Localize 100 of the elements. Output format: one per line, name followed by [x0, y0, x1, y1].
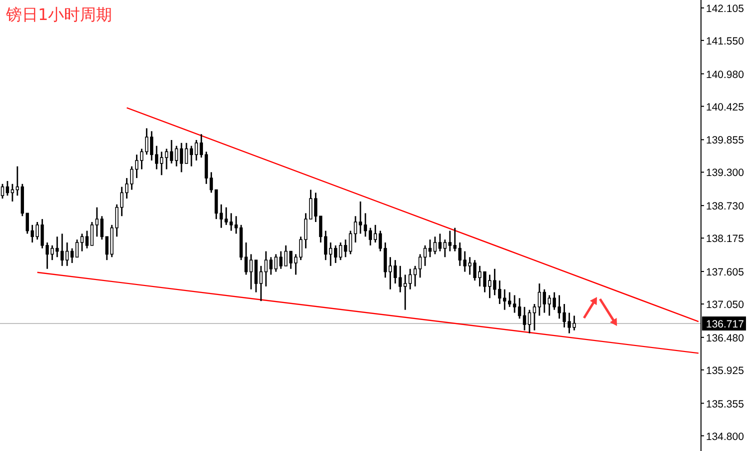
- candlestick: [348, 230, 352, 255]
- candlestick: [6, 180, 10, 196]
- candlestick: [294, 254, 298, 276]
- y-tick-label: 137.605: [706, 266, 744, 278]
- candlestick: [483, 271, 486, 293]
- candlestick: [314, 192, 318, 223]
- candlestick: [334, 244, 338, 264]
- candlestick: [284, 244, 288, 267]
- candlestick: [224, 206, 228, 226]
- candlestick: [498, 280, 502, 305]
- candlestick: [538, 282, 542, 316]
- candlestick: [120, 186, 124, 217]
- candlestick: [85, 230, 89, 250]
- candlestick: [374, 224, 377, 244]
- candlestick: [324, 230, 328, 261]
- candlestick: [378, 230, 382, 252]
- candlestick: [304, 212, 308, 250]
- candlestick: [512, 294, 516, 314]
- y-tick-label: 138.175: [706, 233, 744, 246]
- candlestick: [562, 303, 566, 328]
- candlestick: [184, 142, 188, 164]
- candlestick: [354, 215, 358, 244]
- candlestick: [408, 268, 412, 290]
- y-tick-label: 139.855: [706, 134, 744, 147]
- candlestick: [10, 183, 14, 202]
- candlestick: [46, 242, 49, 270]
- candlestick: [548, 294, 551, 316]
- candlestick: [125, 177, 128, 200]
- candlestick: [289, 250, 292, 270]
- candlestick: [264, 250, 268, 288]
- candlestick: [155, 145, 158, 170]
- candlestick: [488, 274, 492, 299]
- candlestick: [60, 233, 64, 267]
- candlestick: [130, 166, 134, 190]
- y-tick-label: 138.730: [706, 200, 744, 213]
- candlestick: [443, 238, 447, 258]
- candlestick: [254, 259, 258, 293]
- candlestick: [140, 148, 144, 170]
- candlestick: [249, 254, 253, 290]
- candlestick: [463, 250, 466, 272]
- candlestick: [115, 204, 118, 238]
- y-tick-label: 136.480: [706, 332, 744, 344]
- candlestick: [135, 154, 138, 179]
- candlestick: [16, 166, 19, 196]
- candlestick: [319, 215, 322, 244]
- candlestick: [274, 254, 278, 272]
- candlestick: [220, 204, 223, 229]
- candlestick: [423, 244, 427, 267]
- candlestick: [329, 242, 332, 267]
- candlestick: [164, 148, 168, 170]
- candlestick: [394, 259, 397, 284]
- candlestick: [90, 221, 94, 246]
- candlestick: [160, 151, 164, 176]
- candlestick: [234, 215, 238, 234]
- candlestick: [468, 256, 472, 276]
- y-tick-label: 135.355: [706, 398, 744, 410]
- candlestick: [145, 128, 148, 156]
- candlestick: [542, 288, 546, 314]
- candlestick: [210, 172, 213, 194]
- candlestick: [30, 224, 34, 244]
- candlestick: [338, 242, 342, 261]
- candlestick: [388, 256, 392, 290]
- candlestick: [398, 265, 402, 293]
- candlestick: [572, 315, 576, 332]
- candlestick: [170, 139, 174, 164]
- candlestick: [558, 294, 561, 320]
- candlestick: [299, 236, 302, 261]
- candlestick: [269, 256, 273, 276]
- candlestick: [204, 151, 208, 185]
- candlestick: [568, 312, 571, 334]
- candlestick: [105, 236, 108, 261]
- candlestick: [26, 212, 29, 234]
- chart-title: 镑日1小时周期: [5, 5, 112, 24]
- candlestick: [528, 309, 532, 334]
- candlestick: [364, 212, 368, 238]
- candlestick: [433, 236, 437, 255]
- candlestick: [503, 288, 506, 311]
- candlestick: [70, 248, 74, 264]
- candlestick: [174, 145, 178, 168]
- candlestick: [518, 297, 522, 320]
- candlestick: [0, 183, 4, 200]
- candlestick: [532, 303, 536, 332]
- candlestick: [36, 221, 39, 240]
- candlestick: [75, 238, 79, 258]
- candlestick: [244, 242, 248, 276]
- candlestick: [230, 212, 233, 232]
- candlestick: [309, 189, 312, 220]
- candlestick: [493, 268, 496, 296]
- candlestick: [384, 242, 387, 278]
- candlestick: [414, 265, 417, 288]
- candlestick: [478, 265, 482, 288]
- candlestick: [508, 292, 512, 308]
- candlestick: [150, 130, 154, 162]
- y-tick-label: 134.800: [706, 430, 744, 443]
- y-tick-label: 141.550: [706, 35, 744, 48]
- candlestick: [344, 238, 348, 258]
- candlestick: [214, 189, 218, 220]
- candlestick: [404, 274, 407, 311]
- candlestick: [190, 145, 194, 168]
- y-tick-label: 139.300: [706, 167, 744, 180]
